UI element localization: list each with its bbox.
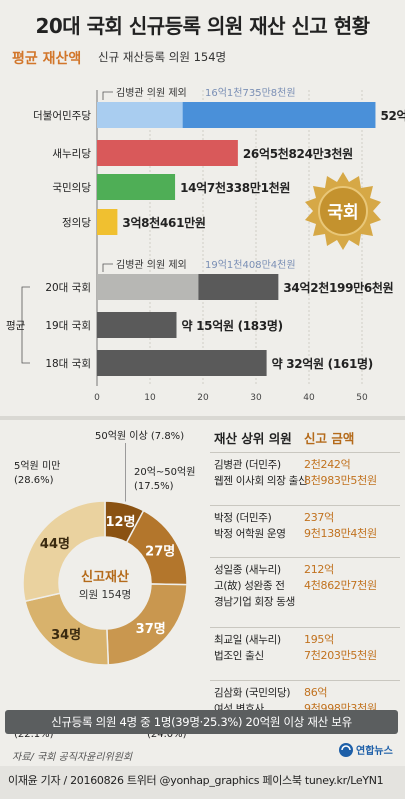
ranking-amount-title: 신고 금액 <box>304 431 355 446</box>
slice-label: 5억원 미만 <box>14 460 60 472</box>
yonhap-logo: 연합뉴스 <box>339 743 393 757</box>
slice-count-label: 44명 <box>40 536 70 552</box>
bar <box>97 350 267 376</box>
member-name: 최교일 (새누리) <box>214 634 281 646</box>
bar-excluded <box>97 102 183 128</box>
footer-bar <box>0 766 405 799</box>
value-label: 3억8천461만원 <box>122 215 205 230</box>
excl-label: 김병관 의원 제외 <box>116 87 187 99</box>
slice-pct-label: (22.1%) <box>14 729 54 740</box>
x-tick-label: 30 <box>250 393 262 403</box>
member-amount: 2천242억 <box>304 458 351 471</box>
section-divider <box>0 416 405 420</box>
member-name: 성일종 (새누리) <box>214 564 281 576</box>
seal-text: 국회 <box>327 203 358 223</box>
ranking-row: 김병관 (더민주) 웹젠 이사회 의장 출신 2천242억 8천983만5천원 <box>210 452 400 503</box>
donut-center-sub: 의원 154명 <box>79 589 131 601</box>
bar <box>97 140 238 166</box>
member-amount: 212억 <box>304 563 334 576</box>
slice-pct-label: (17.5%) <box>134 481 174 492</box>
member-amount: 86억 <box>304 686 328 699</box>
page-title: 20대 국회 신규등록 의원 재산 신고 현황 <box>35 14 370 38</box>
bar <box>97 312 177 338</box>
x-tick-label: 40 <box>303 393 315 403</box>
member-amount: 195억 <box>304 633 334 646</box>
credit-line: 이재윤 기자 / 20160826 트위터 @yonhap_graphics 페… <box>8 774 384 787</box>
donut-slice <box>22 500 106 603</box>
member-amount: 237억 <box>304 511 334 524</box>
excl-value-label: 16억1천735만8천원 <box>205 87 296 99</box>
ranking-row: 김삼화 (국민의당) 여성 변호사 86억 9천998만3천원 <box>210 680 400 715</box>
excl-value-label: 19억1천408만4천원 <box>205 259 296 271</box>
bar <box>97 209 118 235</box>
member-name: 김병관 (더민주) <box>214 459 281 471</box>
category-label: 더불어민주당 <box>33 110 91 122</box>
category-label: 새누리당 <box>52 148 91 160</box>
value-label: 약 32억원 (161명) <box>272 356 373 371</box>
member-amount: 4천862만7천원 <box>304 579 377 592</box>
ranking-row: 최교일 (새누리) 법조인 출신 195억 7천203만5천원 <box>210 627 400 678</box>
member-desc: 웹젠 이사회 의장 출신 <box>214 475 308 487</box>
member-name: 박정 (더민주) <box>214 512 272 524</box>
member-amount: 8천983만5천원 <box>304 474 377 487</box>
x-tick-label: 20 <box>197 393 209 403</box>
member-desc: 고(故) 성완종 전 <box>214 580 285 592</box>
value-label: 26억5천824만3천원 <box>243 146 353 161</box>
slice-count-label: 12명 <box>105 514 135 530</box>
excl-bracket <box>102 263 113 272</box>
slice-label: 20억~50억원 <box>134 466 195 478</box>
slice-pct-label: (28.6%) <box>14 475 54 486</box>
ranking-title: 재산 상위 의원 <box>214 431 292 446</box>
category-label: 18대 국회 <box>45 358 91 370</box>
member-amount: 9천138만4천원 <box>304 527 377 540</box>
bar-excluded <box>97 274 199 300</box>
value-label: 약 15억원 (183명) <box>182 318 283 333</box>
x-tick-label: 10 <box>144 393 156 403</box>
value-label: 52억5천40만7천원 <box>380 108 405 123</box>
member-desc: 경남기업 회장 동생 <box>214 596 295 608</box>
slice-count-label: 27명 <box>145 544 175 560</box>
avg-heading: 평균 재산액 <box>12 51 82 67</box>
summary-banner-text: 신규등록 의원 4명 중 1명(39명·25.3%) 20억원 이상 재산 보유 <box>51 715 352 729</box>
member-desc: 법조인 출신 <box>214 650 264 662</box>
slice-count-label: 34명 <box>51 627 81 643</box>
value-label: 34억2천199만6천원 <box>283 280 393 295</box>
group-bracket <box>21 286 30 364</box>
national-assembly-seal-icon: 국회 <box>305 172 381 250</box>
donut-center-title: 신고재산 <box>81 569 129 585</box>
ranking-row: 박정 (더민주) 박정 어학원 운영 237억 9천138만4천원 <box>210 505 400 556</box>
member-desc: 박정 어학원 운영 <box>214 528 286 540</box>
source-note: 자료/ 국회 공직자윤리위원회 <box>12 752 133 763</box>
excl-bracket <box>102 91 113 100</box>
value-label: 14억7천338만1천원 <box>180 180 290 195</box>
x-tick-label: 50 <box>356 393 368 403</box>
member-name: 김삼화 (국민의당) <box>214 687 291 699</box>
category-label: 국민의당 <box>52 182 91 194</box>
logo-text: 연합뉴스 <box>356 744 393 757</box>
excl-label: 김병관 의원 제외 <box>116 259 187 271</box>
x-tick-label: 0 <box>94 393 100 403</box>
category-label: 정의당 <box>62 217 91 229</box>
avg-subheading: 신규 재산등록 의원 154명 <box>98 50 227 64</box>
category-label: 19대 국회 <box>45 320 91 332</box>
member-amount: 7천203만5천원 <box>304 649 377 662</box>
group-label: 평균 <box>6 320 26 332</box>
category-label: 20대 국회 <box>45 282 91 294</box>
bar <box>97 174 176 200</box>
slice-label: 50억원 이상 (7.8%) <box>95 430 184 442</box>
summary-banner: 신규등록 의원 4명 중 1명(39명·25.3%) 20억원 이상 재산 보유 <box>5 710 398 734</box>
slice-pct-label: (24.0%) <box>147 729 187 740</box>
slice-count-label: 37명 <box>136 621 166 637</box>
